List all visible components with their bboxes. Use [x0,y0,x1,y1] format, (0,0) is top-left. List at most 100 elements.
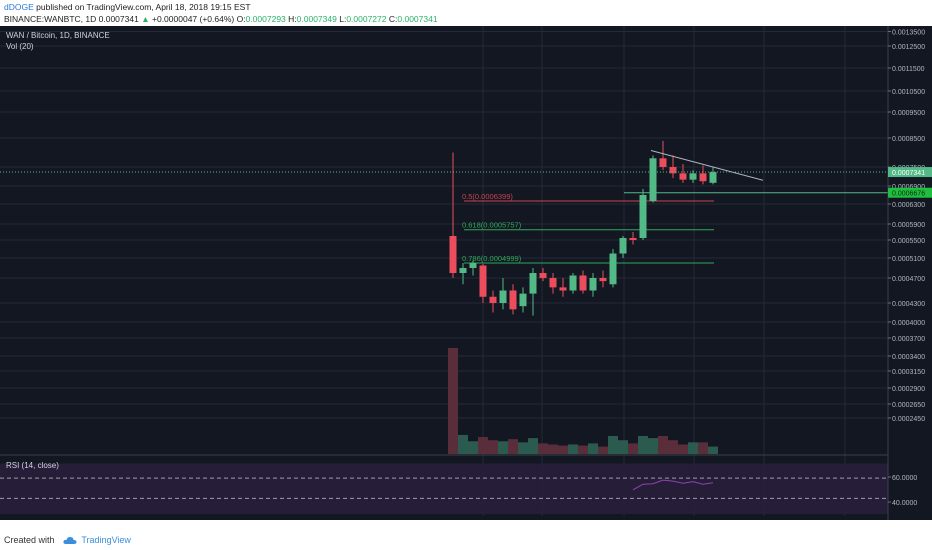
rsi-line [632,479,714,491]
price-tick-label: 0.0004300 [892,301,925,308]
support-price-tag-label: 0.0006676 [892,191,925,198]
last-price: 0.0007341 [98,14,139,24]
volume-bar [708,446,718,454]
price-tick-label: 0.0003700 [892,336,925,343]
price-tick-label: 0.0012500 [892,44,925,51]
volume-bar [688,442,698,454]
candle-body [579,275,587,291]
created-with-text: Created with [4,535,55,545]
price-tick-label: 0.0008500 [892,136,925,143]
candle-body [709,172,717,183]
volume-bar [558,445,568,454]
candle-body [599,278,607,282]
volume-bar [598,446,608,454]
volume-bar [448,348,458,454]
volume-bar [648,438,658,454]
fib-label: 0.5(0.0006399) [462,192,513,201]
price-tick-label: 0.0002450 [892,416,925,423]
volume-bar [548,444,558,454]
candle-body [669,167,677,174]
price-tick-label: 0.0003150 [892,369,925,376]
volume-bar [568,444,578,454]
chart-canvas[interactable]: 0.5(0.0006399) 0.618(0.0005757) 0.786(0.00… [0,26,932,530]
rsi-label: RSI (14, close) [6,461,59,470]
price-tick-label: 0.0004700 [892,276,925,283]
fib-label: 0.618(0.0005757) [462,221,522,230]
chart-title: WAN / Bitcoin, 1D, BINANCE [6,31,110,40]
price-tick-label: 0.0005100 [892,256,925,263]
publish-header: dDOGE published on TradingView.com, Apri… [0,0,932,26]
price-axis [888,26,932,520]
price-tick-label: 0.0006900 [892,184,925,191]
volume-bar [488,440,498,454]
current-price-tag-label: 0.0007341 [892,170,925,177]
price-tick-label: 0.0003400 [892,354,925,361]
volume-bar [658,435,668,454]
price-tick-label: 0.0011500 [892,66,925,73]
fib-levels: 0.5(0.0006399) 0.618(0.0005757) 0.786(0.00… [462,192,714,264]
price-tick-label: 0.0002900 [892,386,925,393]
chart-frame[interactable]: 0.5(0.0006399) 0.618(0.0005757) 0.786(0.00… [0,26,932,530]
volume-bar [628,443,638,454]
candle-body [509,290,517,310]
candle-body [629,238,637,240]
volume-bar [478,437,488,454]
high-label: H: [288,14,297,24]
candle-body [539,273,547,278]
price-tick-label: 0.0004000 [892,320,925,327]
price-tick-label: 0.0002650 [892,402,925,409]
candle-body [479,265,487,297]
open-label: O: [236,14,246,24]
candle-body [699,173,707,182]
volume-bar [498,441,508,454]
candle-body [619,238,627,254]
fib-label: 0.786(0.0004999) [462,254,522,263]
volume-bar [588,443,598,454]
candle-body [489,296,497,303]
candles [449,140,717,316]
candle-body [689,173,697,180]
candle-body [499,290,507,303]
low-value: 0.0007272 [346,14,387,24]
volume-bar [528,438,538,454]
price-tick-label: 0.0010500 [892,89,925,96]
candle-body [449,236,457,273]
volume-bar [618,440,628,454]
volume-bar [678,444,688,454]
price-tick-label: 0.0006300 [892,202,925,209]
tradingview-link[interactable]: TradingView [81,535,131,545]
price-tick-label: 0.0013500 [892,30,925,37]
symbol-text: BINANCE:WANBTC, 1D [4,14,97,24]
overlays [0,150,888,499]
volume-bar [538,443,548,454]
publish-line: dDOGE published on TradingView.com, Apri… [4,2,251,12]
candle-body [649,158,657,201]
candle-body [459,268,467,273]
volume-bars [448,348,718,454]
up-arrow-icon: ▲ [141,14,150,24]
candle-body [589,278,597,291]
volume-bar [468,441,478,454]
candle-body [569,275,577,291]
volume-bar [458,434,468,454]
candle-body [529,273,537,294]
candle-body [639,195,647,238]
price-tick-label: 0.0009500 [892,110,925,117]
tradingview-cloud-icon [63,537,77,545]
candle-body [679,173,687,180]
candle-body [659,158,667,167]
volume-bar [508,439,518,454]
volume-bar [668,440,678,454]
footer-bar [0,530,932,550]
change-text: +0.0000047 (+0.64%) [152,14,235,24]
footer: Created with TradingView [4,535,131,545]
rsi-tick-label: 40.0000 [892,500,917,507]
candle-body [549,278,557,288]
open-value: 0.0007293 [245,14,286,24]
high-value: 0.0007349 [296,14,337,24]
volume-bar [578,445,588,454]
volume-bar [638,435,648,454]
rsi-tick-label: 60.0000 [892,475,917,482]
close-label: C: [388,14,398,24]
author-link[interactable]: dDOGE [4,2,34,12]
